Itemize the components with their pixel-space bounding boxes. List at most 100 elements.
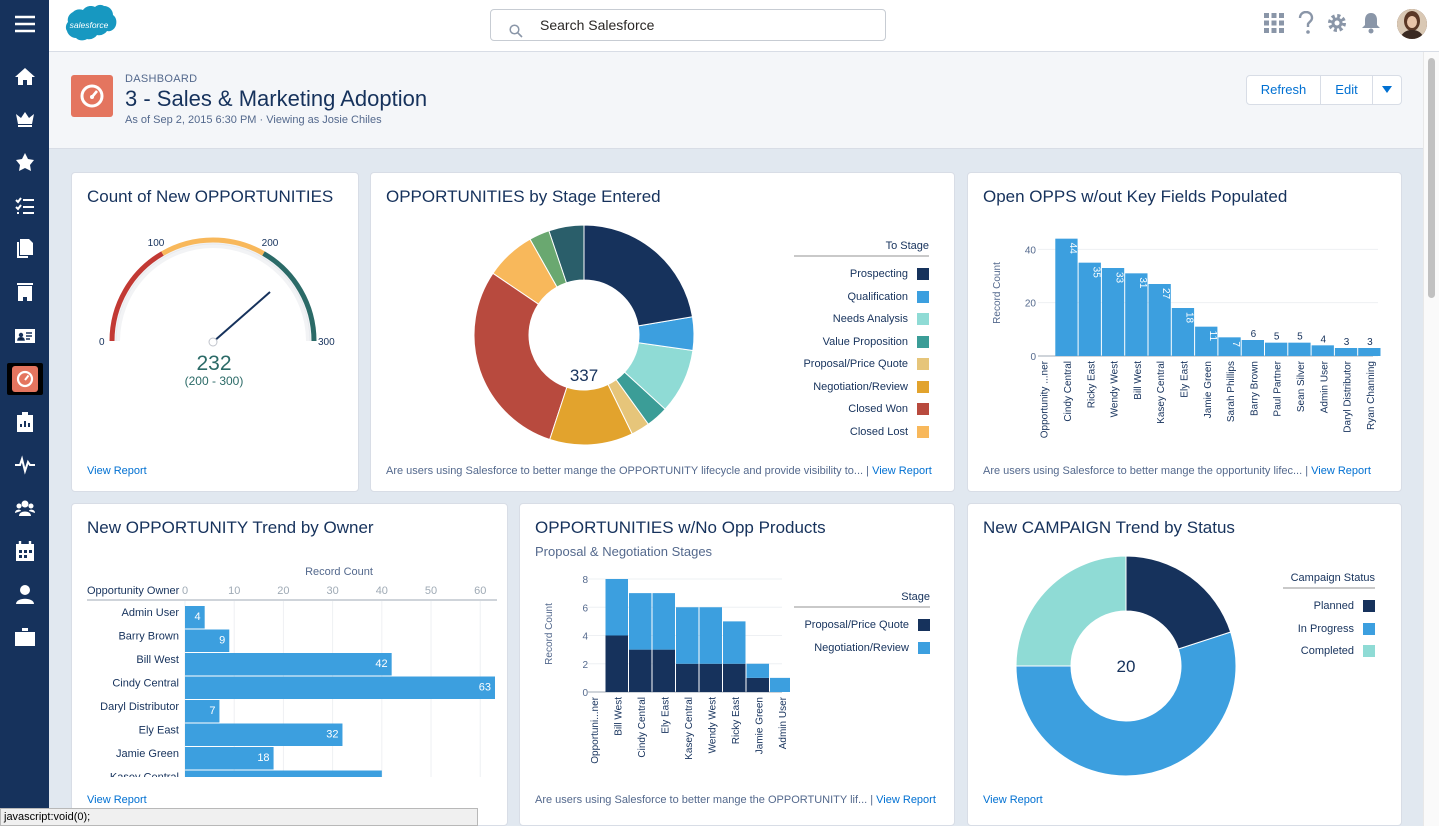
- stage-legend-item[interactable]: Value Proposition: [794, 331, 929, 354]
- stacked-bar-segment[interactable]: [676, 663, 699, 692]
- stacked-bar-segment[interactable]: [699, 607, 723, 664]
- stage-legend-item[interactable]: Needs Analysis: [794, 308, 929, 331]
- bar[interactable]: [1358, 348, 1381, 356]
- card-title: OPPORTUNITIES by Stage Entered: [386, 187, 661, 206]
- stacked-bar-segment[interactable]: [770, 677, 790, 692]
- legend-label: Negotiation/Review: [813, 380, 908, 393]
- opportunities-icon[interactable]: [7, 103, 43, 135]
- gear-icon[interactable]: [1326, 12, 1348, 39]
- user-avatar[interactable]: [1397, 9, 1427, 39]
- stacked-bar-segment[interactable]: [605, 635, 629, 693]
- search-input[interactable]: Search Salesforce: [490, 9, 886, 41]
- more-actions-button[interactable]: [1373, 76, 1401, 104]
- accounts-icon[interactable]: [7, 276, 43, 308]
- bar[interactable]: [1078, 262, 1101, 356]
- gauge-chart: 0 100 200 300 232 (200 - 300): [99, 237, 335, 388]
- bar[interactable]: [1195, 326, 1218, 356]
- stage-legend-item[interactable]: Proposal/Price Quote: [794, 353, 929, 376]
- stage-legend-item[interactable]: Closed Won: [794, 398, 929, 421]
- bar[interactable]: [185, 723, 343, 747]
- view-report-link[interactable]: View Report: [87, 465, 147, 477]
- bar[interactable]: [1311, 345, 1334, 356]
- tasks-icon[interactable]: [7, 190, 43, 222]
- bar[interactable]: [1125, 273, 1148, 356]
- stacked-bar-segment[interactable]: [746, 677, 770, 692]
- scrollbar[interactable]: [1423, 52, 1439, 826]
- files-icon[interactable]: [7, 233, 43, 265]
- stage-legend-item[interactable]: Prospecting: [794, 263, 929, 286]
- app-launcher-icon[interactable]: [1264, 13, 1284, 38]
- stage-legend-item[interactable]: Closed Lost: [794, 421, 929, 444]
- stage-slice-qualification[interactable]: [637, 316, 695, 352]
- salesforce-logo[interactable]: salesforce: [59, 4, 119, 51]
- bar[interactable]: [185, 606, 205, 629]
- menu-icon[interactable]: [7, 9, 43, 41]
- bar[interactable]: [185, 700, 220, 723]
- stage-slice-proposal-price-quote[interactable]: [607, 378, 650, 435]
- stage-legend-item[interactable]: Negotiation/Review: [794, 376, 929, 399]
- bar[interactable]: [185, 629, 230, 653]
- bar[interactable]: [185, 770, 382, 778]
- stacked-bar-segment[interactable]: [746, 663, 770, 678]
- view-report-link[interactable]: View Report: [872, 465, 932, 477]
- stacked-bar-segment[interactable]: [699, 663, 723, 692]
- refresh-button[interactable]: Refresh: [1247, 76, 1321, 104]
- stacked-bar-segment[interactable]: [723, 621, 746, 664]
- calendar-icon[interactable]: [7, 535, 43, 567]
- edit-button[interactable]: Edit: [1321, 76, 1373, 104]
- bar[interactable]: [1218, 337, 1241, 356]
- y-tick-label: Cindy Central: [112, 678, 179, 690]
- bar[interactable]: [1241, 340, 1264, 356]
- campaign-slice-planned[interactable]: [1125, 555, 1232, 650]
- cases-icon[interactable]: [7, 621, 43, 653]
- groups-icon[interactable]: [7, 492, 43, 524]
- reports-icon[interactable]: [7, 406, 43, 438]
- bar[interactable]: [1171, 308, 1195, 356]
- stacked-bar-segment[interactable]: [629, 593, 652, 650]
- help-icon[interactable]: [1298, 10, 1314, 40]
- view-report-link[interactable]: View Report: [87, 794, 147, 806]
- bar[interactable]: [1288, 342, 1311, 356]
- noprod-legend-item[interactable]: Proposal/Price Quote: [794, 614, 930, 637]
- stage-legend-item[interactable]: Qualification: [794, 286, 929, 309]
- view-report-link[interactable]: View Report: [983, 794, 1043, 806]
- view-report-link[interactable]: View Report: [876, 794, 936, 806]
- stage-slice-value-proposition[interactable]: [615, 371, 666, 425]
- view-report-link[interactable]: View Report: [1311, 465, 1371, 477]
- bar[interactable]: [185, 653, 392, 676]
- stacked-bar-segment[interactable]: [629, 649, 652, 692]
- stacked-bar-segment[interactable]: [723, 663, 746, 692]
- stacked-bar-segment[interactable]: [652, 593, 676, 650]
- leads-icon[interactable]: [7, 147, 43, 179]
- stage-slice-closed-won[interactable]: [473, 272, 568, 441]
- dashboards-icon[interactable]: [7, 363, 43, 395]
- bar[interactable]: [185, 676, 495, 700]
- bar[interactable]: [1101, 268, 1125, 356]
- stage-slice-prospecting[interactable]: [583, 224, 694, 327]
- campaign-legend-item[interactable]: Completed: [1283, 640, 1375, 663]
- campaign-slice-in-progress[interactable]: [1015, 631, 1237, 777]
- stage-slice-negotiation-review[interactable]: [549, 383, 633, 446]
- campaign-legend-item[interactable]: In Progress: [1283, 618, 1375, 641]
- campaign-legend-item[interactable]: Planned: [1283, 595, 1375, 618]
- bar[interactable]: [1055, 238, 1078, 356]
- contacts-icon[interactable]: [7, 320, 43, 352]
- home-icon[interactable]: [7, 61, 43, 93]
- scrollbar-thumb[interactable]: [1428, 58, 1435, 298]
- stacked-bar-segment[interactable]: [605, 579, 629, 636]
- stacked-bar-segment[interactable]: [676, 607, 699, 664]
- x-tick-label: Sarah Phillips: [1226, 361, 1237, 422]
- bar[interactable]: [1334, 348, 1358, 356]
- stacked-bar-segment[interactable]: [652, 649, 676, 692]
- feed-icon[interactable]: [7, 449, 43, 481]
- campaign-slice-completed[interactable]: [1015, 555, 1127, 667]
- bar[interactable]: [1265, 342, 1288, 356]
- bar[interactable]: [185, 747, 274, 770]
- bar[interactable]: [1148, 284, 1171, 356]
- stage-slice-closed-lost[interactable]: [492, 238, 558, 305]
- stage-slice-extra-8[interactable]: [529, 230, 568, 288]
- notification-bell-icon[interactable]: [1361, 12, 1381, 39]
- noprod-legend-item[interactable]: Negotiation/Review: [794, 637, 930, 660]
- stage-slice-needs-analysis[interactable]: [623, 342, 694, 410]
- people-icon[interactable]: [7, 578, 43, 610]
